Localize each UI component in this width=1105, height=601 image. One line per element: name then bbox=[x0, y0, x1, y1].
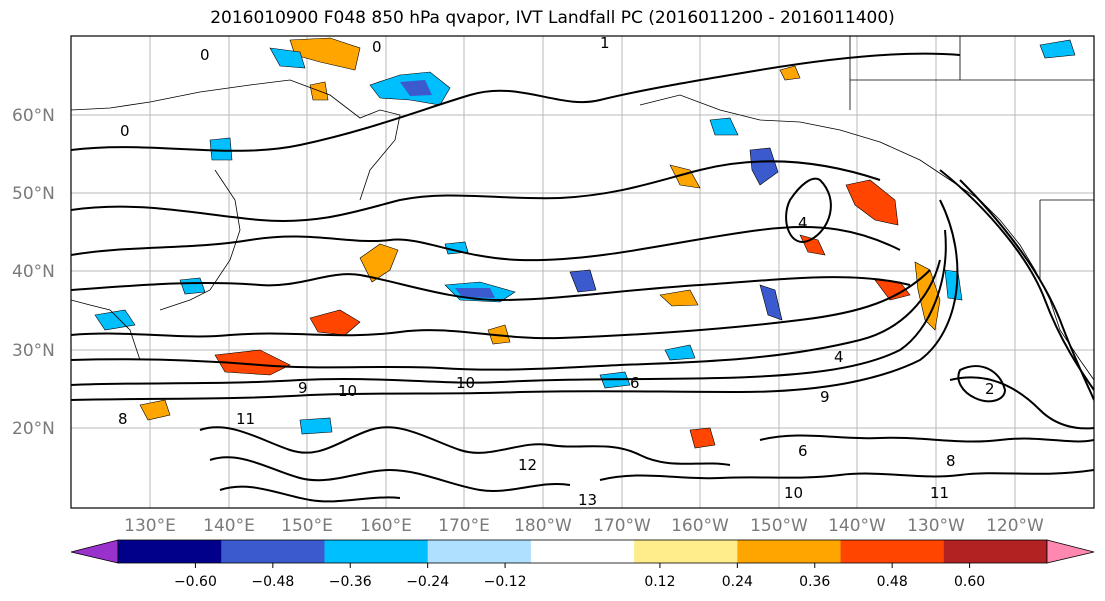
colorbar-segment bbox=[530, 540, 635, 563]
shading-positive bbox=[139, 37, 941, 449]
lon-label: 150°E bbox=[281, 516, 333, 536]
lon-label: 140°E bbox=[203, 516, 255, 536]
contour-label: 4 bbox=[834, 348, 844, 366]
contour-lines bbox=[71, 52, 1094, 503]
contour-label: 9 bbox=[298, 379, 308, 397]
colorbar-segment bbox=[943, 540, 1048, 563]
lat-label: 20°N bbox=[12, 419, 55, 439]
lon-label: 160°E bbox=[360, 516, 412, 536]
lat-label: 40°N bbox=[12, 262, 55, 282]
lon-label: 120°W bbox=[986, 516, 1044, 536]
contour-label: 8 bbox=[118, 410, 128, 428]
lon-label: 170°W bbox=[593, 516, 651, 536]
colorbar-tick-label: 0.48 bbox=[877, 574, 908, 590]
colorbar: −0.60 −0.48 −0.36 −0.24 −0.12 0.12 0.24 0.36 0.4… bbox=[70, 539, 1095, 590]
colorbar-tick-label: 0.60 bbox=[954, 574, 985, 590]
colorbar-segment bbox=[634, 540, 738, 563]
colorbar-tick-label: −0.36 bbox=[329, 574, 372, 590]
colorbar-segment bbox=[427, 540, 532, 563]
colorbar-segment bbox=[324, 540, 429, 563]
latitude-labels: 60°N 50°N 40°N 30°N 20°N bbox=[12, 106, 55, 439]
contour-label: 4 bbox=[798, 214, 808, 232]
contour-label: 0 bbox=[200, 46, 210, 64]
colorbar-extend-low bbox=[70, 539, 119, 564]
colorbar-tick-label: −0.24 bbox=[406, 574, 449, 590]
colorbar-segment bbox=[118, 540, 222, 563]
contour-label: 0 bbox=[372, 38, 382, 56]
contour-label: 11 bbox=[930, 484, 949, 502]
shading-negative bbox=[94, 39, 1076, 435]
colorbar-tick-label: −0.12 bbox=[484, 574, 527, 590]
lon-label: 160°W bbox=[671, 516, 729, 536]
contour-label: 8 bbox=[946, 452, 956, 470]
contour-label: 13 bbox=[578, 491, 597, 509]
contour-label: 2 bbox=[985, 380, 995, 398]
contour-label: 9 bbox=[820, 388, 830, 406]
colorbar-tick-label: 0.36 bbox=[799, 574, 830, 590]
contour-label: 0 bbox=[120, 122, 130, 140]
lon-label: 180°W bbox=[514, 516, 572, 536]
longitude-labels: 130°E 140°E 150°E 160°E 170°E 180°W 170°… bbox=[124, 516, 1044, 536]
colorbar-tick-label: −0.48 bbox=[251, 574, 294, 590]
contour-label: 6 bbox=[798, 442, 808, 460]
colorbar-segment bbox=[737, 540, 842, 563]
colorbar-tick-label: 0.24 bbox=[722, 574, 753, 590]
lon-label: 170°E bbox=[438, 516, 490, 536]
contour-label: 10 bbox=[338, 382, 357, 400]
coastlines bbox=[71, 36, 1094, 381]
colorbar-segment bbox=[840, 540, 945, 563]
lon-label: 130°E bbox=[124, 516, 176, 536]
colorbar-tick-label: 0.12 bbox=[644, 574, 675, 590]
lat-label: 60°N bbox=[12, 106, 55, 126]
chart-title: 2016010900 F048 850 hPa qvapor, IVT Land… bbox=[210, 8, 895, 28]
contour-label: 6 bbox=[630, 374, 640, 392]
lat-label: 50°N bbox=[12, 184, 55, 204]
contour-label: 10 bbox=[456, 374, 475, 392]
contour-label: 1 bbox=[600, 34, 610, 52]
colorbar-extend-high bbox=[1046, 539, 1095, 564]
lon-label: 150°W bbox=[750, 516, 808, 536]
contour-label: 10 bbox=[784, 484, 803, 502]
colorbar-segment bbox=[221, 540, 325, 563]
lon-label: 130°W bbox=[907, 516, 965, 536]
contour-label-group: 0 1 0 0 4 4 2 6 8 9 10 10 11 13 10 11 6 … bbox=[118, 34, 995, 509]
contour-label: 12 bbox=[518, 456, 537, 474]
lat-label: 30°N bbox=[12, 341, 55, 361]
map-border bbox=[70, 35, 1095, 509]
contour-label: 11 bbox=[236, 410, 255, 428]
lon-label: 140°W bbox=[828, 516, 886, 536]
colorbar-tick-label: −0.60 bbox=[174, 574, 217, 590]
